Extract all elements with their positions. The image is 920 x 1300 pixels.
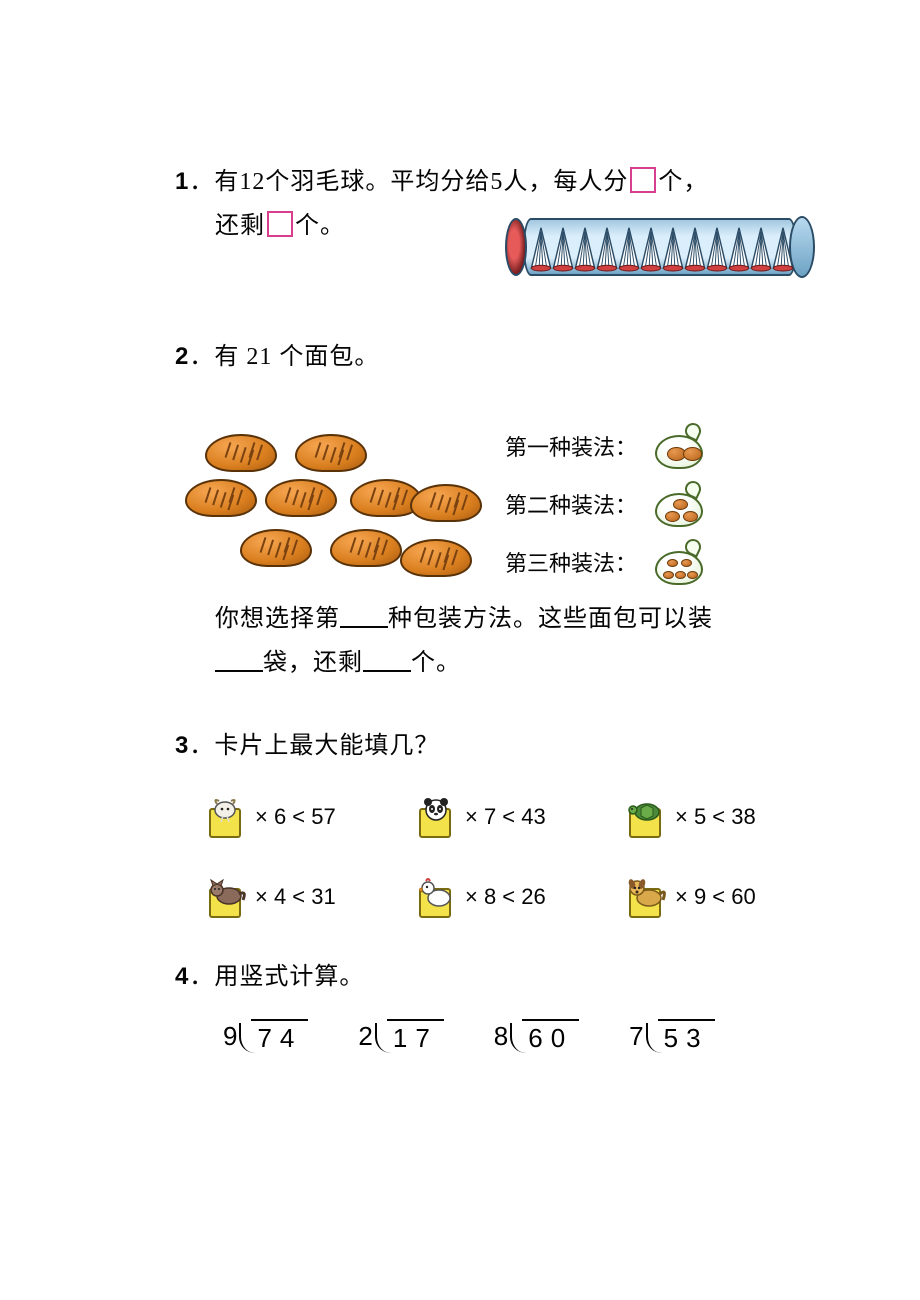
packing-options: 第一种装法： 第二种装法： 第三种装法： [505,419,705,593]
q3-item: × 6 < 57 [203,794,395,840]
q3-item: × 9 < 60 [623,874,815,920]
problem-1: 1．有12个羽毛球。平均分给5人，每人分 个， 还剩 个。 [175,160,815,300]
p1-text-d: 个。 [295,213,345,239]
duck-card-icon[interactable] [413,874,459,920]
p1-line1: 1．有12个羽毛球。平均分给5人，每人分 个， [175,160,815,204]
panda-card-icon[interactable] [413,794,459,840]
p2-text-b: 你想选择第 [215,606,340,632]
pack-row-3: 第三种装法： [505,535,705,593]
division-bracket: 17 [375,1021,444,1054]
bread-icon [410,484,482,522]
q3-item: × 8 < 26 [413,874,605,920]
q3-expression: × 5 < 38 [675,804,756,830]
q3-item: × 7 < 43 [413,794,605,840]
q3-item: × 5 < 38 [623,794,815,840]
p2-text-d: 袋，还剩 [263,650,363,676]
bread-pile [185,424,475,594]
p2-blank-2[interactable] [215,650,263,672]
p1-text-c: 还剩 [215,213,265,239]
problem-3: 3．卡片上最大能填几？ × 6 < 57 × 7 < 43 × 5 < 38 × 4 … [175,724,815,920]
problem-4: 4．用竖式计算。 9 74 2 17 8 60 7 53 [175,955,815,1054]
bread-icon [400,539,472,577]
pack-label-3: 第三种装法： [505,551,637,576]
p2-blank-1[interactable] [340,606,388,628]
bread-icon [205,434,277,472]
q3-expression: × 7 < 43 [465,804,546,830]
bread-icon [330,529,402,567]
dividend: 60 [522,1019,579,1053]
bag-5-icon [653,539,705,585]
p1-blank-1[interactable] [630,167,656,193]
p4-title-line: 4．用竖式计算。 [175,955,815,999]
bread-icon [265,479,337,517]
bread-icon [295,434,367,472]
pack-row-2: 第二种装法： [505,477,705,535]
pack-row-1: 第一种装法： [505,419,705,477]
bread-icon [240,529,312,567]
dog-card-icon[interactable] [623,874,669,920]
cat-card-icon[interactable] [203,874,249,920]
divisor: 9 [223,1021,239,1051]
p3-title: ．卡片上最大能填几？ [189,733,439,759]
p2-text-c: 种包装方法。这些面包可以装 [388,606,713,632]
dividend: 53 [658,1019,715,1053]
division-bracket: 53 [646,1021,715,1054]
q3-expression: × 9 < 60 [675,884,756,910]
division-bracket: 74 [239,1021,308,1054]
p2-text-e: 个。 [411,650,461,676]
division-bracket: 60 [510,1021,579,1054]
q3-expression: × 8 < 26 [465,884,546,910]
p2-line2: 你想选择第 种包装方法。这些面包可以装 [215,597,713,641]
p1-text-a: ．有12个羽毛球。平均分给5人，每人分 [189,169,628,195]
p2-line1: 2．有 21 个面包。 [175,335,815,379]
q3-expression: × 6 < 57 [255,804,336,830]
long-division: 9 74 [223,1021,308,1054]
shuttlecock-icon [769,222,797,272]
p2-text-a: ．有 21 个面包。 [189,344,379,370]
dividend: 17 [387,1019,444,1053]
p1-number: 1 [175,168,189,195]
worksheet-page: 1．有12个羽毛球。平均分给5人，每人分个， 还剩个。 2．有 21 个面包。 … [175,160,815,1089]
p4-number: 4 [175,963,189,990]
p2-body: 第一种装法： 第二种装法： 第三种装法： 你想选择第种包装方法。这些面包可以装 … [175,379,815,689]
p2-line3: 袋，还剩 个。 [215,641,461,685]
tube-cap-left [505,218,527,276]
turtle-card-icon[interactable] [623,794,669,840]
q3-item: × 4 < 31 [203,874,395,920]
bag-2-icon [653,423,705,469]
shuttlecock-tube [505,212,815,282]
bread-icon [185,479,257,517]
q3-grid: × 6 < 57 × 7 < 43 × 5 < 38 × 4 < 31 × 8 < 26… [203,794,815,920]
long-division: 2 17 [358,1021,443,1054]
pack-label-2: 第二种装法： [505,493,637,518]
p1-blank-2[interactable] [267,211,293,237]
divisor: 8 [494,1021,510,1051]
q4-row: 9 74 2 17 8 60 7 53 [223,1021,815,1054]
pack-label-1: 第一种装法： [505,435,637,460]
long-division: 7 53 [629,1021,714,1054]
p3-number: 3 [175,732,189,759]
q3-expression: × 4 < 31 [255,884,336,910]
long-division: 8 60 [494,1021,579,1054]
p2-blank-3[interactable] [363,650,411,672]
divisor: 7 [629,1021,645,1051]
divisor: 2 [358,1021,374,1051]
bag-3-icon [653,481,705,527]
problem-2: 2．有 21 个面包。 第一种装法： 第二种装法： 第三种装法： 你想选择 [175,335,815,689]
p3-title-line: 3．卡片上最大能填几？ [175,724,815,768]
p4-title: ．用竖式计算。 [189,964,364,990]
dividend: 74 [251,1019,308,1053]
p2-number: 2 [175,343,189,370]
p1-text-b: 个， [658,169,708,195]
goat-card-icon[interactable] [203,794,249,840]
